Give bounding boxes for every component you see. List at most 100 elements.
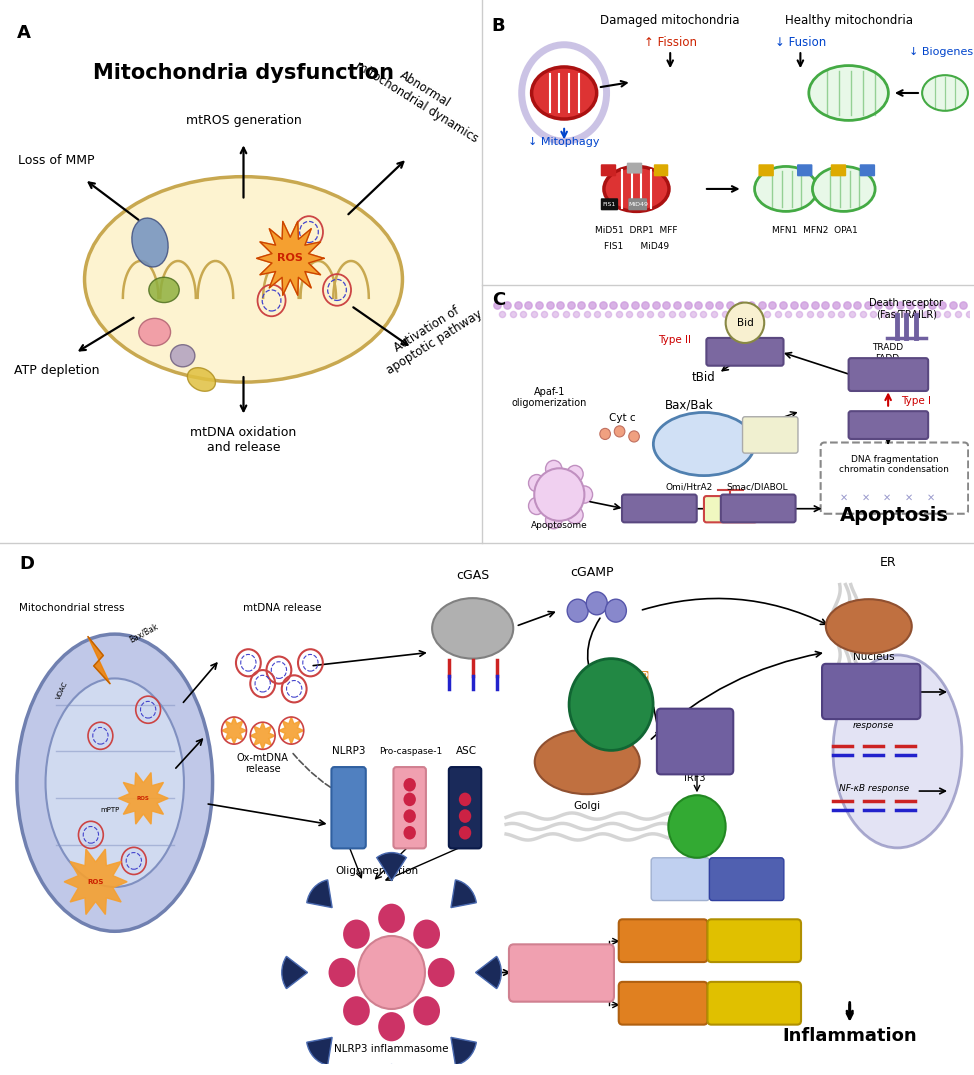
Polygon shape (119, 773, 169, 825)
Point (828, 297, 843, 314)
Wedge shape (451, 879, 476, 907)
Point (918, 305, 934, 322)
Point (881, 297, 897, 314)
Text: Bax/Bak: Bax/Bak (128, 621, 160, 644)
Text: NF-κB response: NF-κB response (839, 784, 909, 793)
Point (876, 305, 891, 322)
Circle shape (606, 599, 626, 622)
Text: FIS1: FIS1 (603, 202, 617, 206)
Circle shape (615, 426, 625, 436)
Point (823, 305, 839, 322)
Text: mtDNA oxidation
and release: mtDNA oxidation and release (190, 426, 297, 454)
Point (674, 305, 690, 322)
FancyBboxPatch shape (618, 919, 707, 962)
Circle shape (459, 809, 471, 822)
Text: mtROS generation: mtROS generation (186, 114, 301, 127)
Point (648, 297, 663, 314)
Ellipse shape (755, 167, 817, 212)
Point (951, 305, 966, 322)
Point (728, 305, 743, 322)
Text: Ox-mtDNA
release: Ox-mtDNA release (237, 752, 288, 774)
Circle shape (569, 659, 654, 750)
Wedge shape (377, 1064, 406, 1075)
Circle shape (413, 919, 440, 949)
Text: NF-κB: NF-κB (732, 875, 761, 884)
Text: Golgi: Golgi (574, 801, 601, 811)
Text: Loss of MMP: Loss of MMP (19, 154, 94, 167)
Text: P: P (717, 736, 723, 745)
Point (658, 297, 674, 314)
Circle shape (600, 428, 611, 440)
Ellipse shape (85, 176, 402, 382)
Point (914, 297, 929, 314)
Text: P: P (717, 715, 723, 725)
Ellipse shape (131, 218, 169, 267)
Point (775, 297, 791, 314)
Text: ↑ Fission: ↑ Fission (644, 37, 696, 49)
Text: ✕: ✕ (905, 493, 913, 503)
Text: TBK1: TBK1 (598, 700, 624, 710)
Text: Type I: Type I (901, 396, 931, 405)
Point (923, 297, 939, 314)
FancyBboxPatch shape (331, 768, 366, 848)
Text: FIS1      MiD49: FIS1 MiD49 (604, 242, 669, 252)
Ellipse shape (532, 67, 597, 119)
FancyBboxPatch shape (709, 858, 784, 901)
FancyBboxPatch shape (860, 164, 875, 176)
Text: cGAS: cGAS (456, 570, 489, 583)
Point (637, 297, 653, 314)
Circle shape (413, 997, 440, 1026)
Text: B: B (492, 17, 506, 35)
Point (732, 297, 748, 314)
Ellipse shape (826, 599, 912, 654)
Point (521, 297, 537, 314)
Point (712, 297, 728, 314)
Point (569, 305, 584, 322)
Text: Apaf-1
oligomerization: Apaf-1 oligomerization (512, 387, 587, 408)
Text: IL-1β: IL-1β (740, 999, 768, 1008)
Circle shape (545, 512, 562, 529)
Point (760, 305, 775, 322)
Point (558, 305, 574, 322)
Point (643, 305, 658, 322)
Text: IRF3: IRF3 (685, 773, 706, 783)
Text: ✕: ✕ (840, 493, 847, 503)
Text: Pro-caspase-1: Pro-caspase-1 (379, 746, 442, 756)
Point (584, 297, 600, 314)
Point (945, 297, 960, 314)
Circle shape (567, 506, 583, 524)
Text: TRADD
FADD: TRADD FADD (872, 343, 903, 362)
Ellipse shape (138, 318, 170, 346)
Point (542, 297, 557, 314)
Text: IKK: IKK (690, 822, 705, 831)
Circle shape (343, 919, 370, 949)
Point (769, 305, 785, 322)
Ellipse shape (654, 413, 755, 475)
Text: P: P (642, 672, 648, 680)
Text: C: C (492, 291, 506, 309)
Point (617, 297, 632, 314)
Circle shape (586, 592, 607, 615)
Circle shape (428, 958, 455, 987)
Text: ↓ Biogenesis: ↓ Biogenesis (909, 46, 974, 57)
Ellipse shape (535, 730, 640, 794)
Text: ✕: ✕ (861, 493, 870, 503)
Text: ↓ Mitophagy: ↓ Mitophagy (528, 137, 600, 147)
Point (695, 305, 711, 322)
Circle shape (378, 1013, 405, 1042)
Circle shape (529, 498, 544, 515)
Point (632, 305, 648, 322)
Text: ATP depletion: ATP depletion (14, 364, 99, 377)
Text: Smac/DIABOL: Smac/DIABOL (727, 483, 788, 491)
Text: Caspase-8: Caspase-8 (717, 347, 773, 357)
Text: Type I interferon
response: Type I interferon response (837, 711, 911, 731)
Point (600, 305, 616, 322)
Text: Bax/Bak: Bax/Bak (665, 399, 714, 412)
Point (579, 305, 594, 322)
FancyBboxPatch shape (627, 162, 642, 173)
Text: NLRP3: NLRP3 (332, 745, 365, 756)
Point (547, 305, 563, 322)
Text: Abnormal
mitochondrial dynamics: Abnormal mitochondrial dynamics (354, 46, 489, 145)
FancyBboxPatch shape (707, 981, 801, 1024)
Point (929, 305, 945, 322)
